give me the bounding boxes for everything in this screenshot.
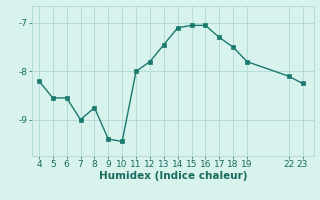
X-axis label: Humidex (Indice chaleur): Humidex (Indice chaleur) xyxy=(99,171,247,181)
